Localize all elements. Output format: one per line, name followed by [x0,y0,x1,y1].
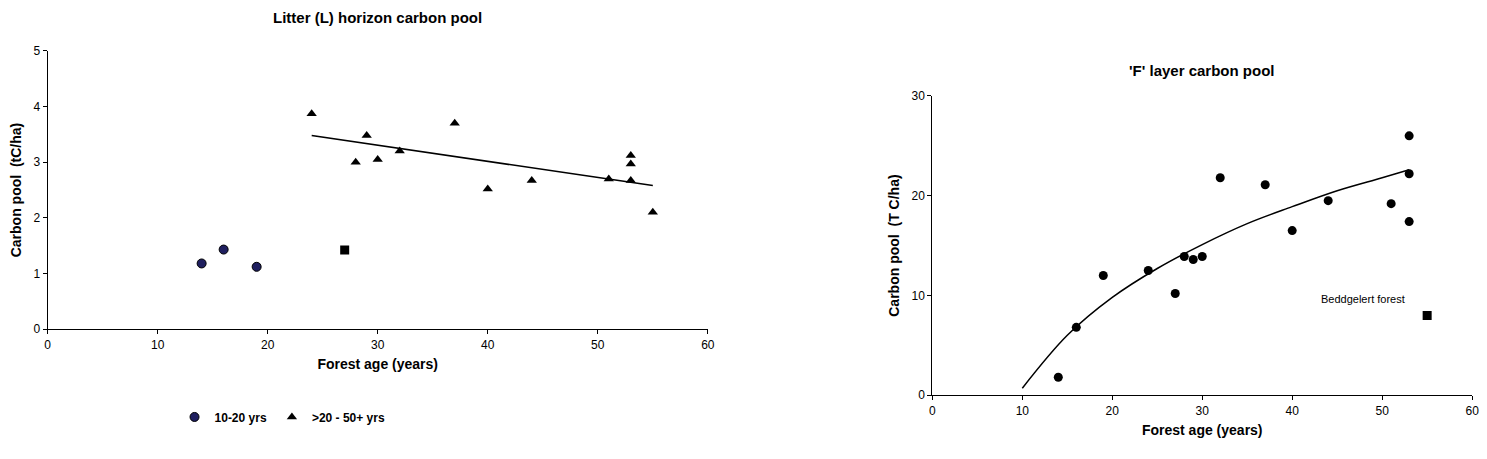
svg-text:4: 4 [33,100,40,114]
svg-text:50: 50 [1375,404,1389,418]
svg-text:0: 0 [33,322,40,336]
svg-text:3: 3 [33,155,40,169]
svg-text:0: 0 [929,404,936,418]
svg-text:2: 2 [33,211,40,225]
svg-text:40: 40 [481,338,495,352]
svg-text:Carbon pool (T C/ha): Carbon pool (T C/ha) [886,174,902,316]
svg-text:30: 30 [912,89,926,103]
svg-text:>20 - 50+ yrs: >20 - 50+ yrs [312,411,385,425]
svg-text:Forest age (years): Forest age (years) [1142,422,1263,438]
svg-text:Litter (L) horizon carbon pool: Litter (L) horizon carbon pool [273,9,482,26]
svg-text:10: 10 [1016,404,1030,418]
svg-text:50: 50 [591,338,605,352]
svg-text:30: 30 [1196,404,1210,418]
svg-text:10-20 yrs: 10-20 yrs [215,411,267,425]
svg-text:40: 40 [1286,404,1300,418]
svg-text:60: 60 [701,338,715,352]
svg-text:60: 60 [1465,404,1479,418]
svg-text:20: 20 [912,189,926,203]
svg-text:'F' layer carbon pool: 'F' layer carbon pool [1129,62,1275,79]
svg-text:10: 10 [912,289,926,303]
svg-text:0: 0 [918,388,925,402]
svg-text:30: 30 [371,338,385,352]
svg-text:Beddgelert forest: Beddgelert forest [1321,293,1405,305]
svg-text:5: 5 [33,44,40,58]
svg-text:10: 10 [151,338,165,352]
svg-text:0: 0 [44,338,51,352]
svg-text:Forest age (years): Forest age (years) [317,356,438,372]
svg-text:20: 20 [261,338,275,352]
svg-text:20: 20 [1106,404,1120,418]
svg-text:1: 1 [33,267,40,281]
svg-text:Carbon pool (tC/ha): Carbon pool (tC/ha) [8,123,24,258]
